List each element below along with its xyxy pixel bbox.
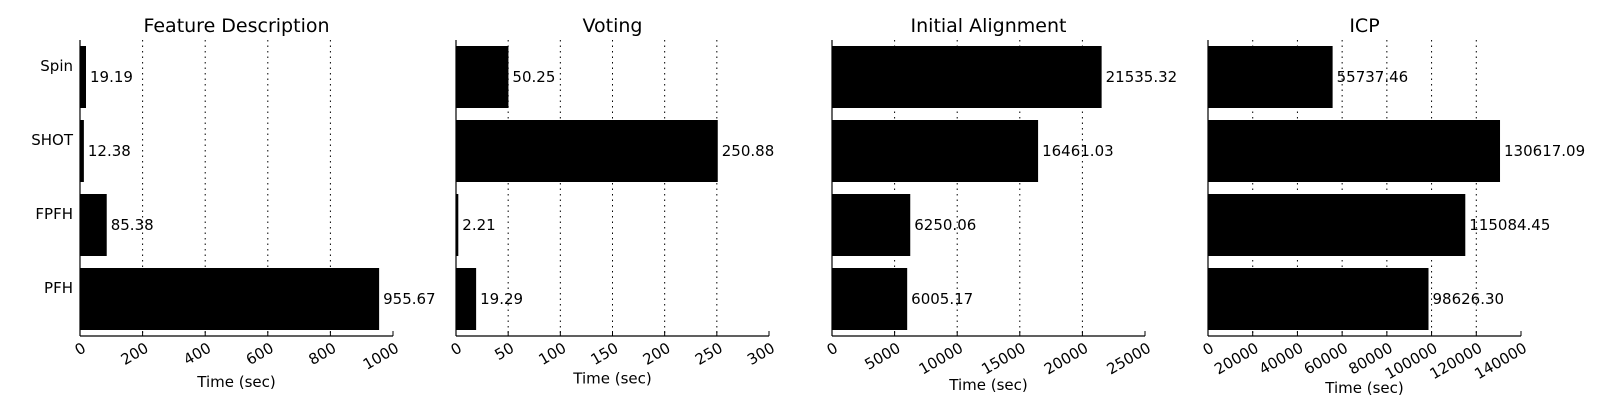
data-label: 6250.06 xyxy=(914,216,976,234)
bar-pfh xyxy=(80,268,380,330)
x-tick-label: 400 xyxy=(180,339,214,369)
x-tick-label: 50 xyxy=(492,339,518,364)
x-tick-label: 0 xyxy=(1200,339,1217,359)
data-label: 955.67 xyxy=(383,290,436,308)
chart-title: ICP xyxy=(1349,15,1379,37)
x-tick-label: 300 xyxy=(744,339,778,369)
data-label: 98626.30 xyxy=(1433,290,1505,308)
x-tick-label: 150 xyxy=(588,339,622,369)
data-label: 19.19 xyxy=(90,68,133,86)
x-tick-label: 40000 xyxy=(1256,339,1306,378)
bar-spin xyxy=(80,46,87,108)
bar-fpfh xyxy=(456,194,459,256)
data-label: 19.29 xyxy=(480,290,523,308)
data-label: 85.38 xyxy=(111,216,154,234)
bar-pfh xyxy=(1208,268,1429,330)
x-tick-label: 10000 xyxy=(916,339,966,378)
data-label: 250.88 xyxy=(722,142,775,160)
chart-title: Initial Alignment xyxy=(911,15,1067,37)
bar-shot xyxy=(1208,120,1501,182)
x-tick-label: 20000 xyxy=(1211,339,1261,378)
chart-panel-3: ICP 55737.46 130617.09 115084.45 98626.30 020… xyxy=(1200,15,1585,397)
data-label: 115084.45 xyxy=(1469,216,1550,234)
category-label: Spin xyxy=(40,57,73,75)
bar-shot xyxy=(456,120,718,182)
x-tick-label: 200 xyxy=(640,339,674,369)
bar-spin xyxy=(1208,46,1333,108)
x-tick-label: 600 xyxy=(243,339,277,369)
x-tick-label: 0 xyxy=(448,339,465,359)
data-label: 2.21 xyxy=(462,216,495,234)
x-tick-label: 60000 xyxy=(1301,339,1351,378)
chart-title: Voting xyxy=(583,15,643,37)
x-tick-label: 0 xyxy=(72,339,89,359)
data-label: 130617.09 xyxy=(1504,142,1585,160)
x-tick-label: 140000 xyxy=(1471,339,1530,383)
bar-fpfh xyxy=(832,194,911,256)
x-axis-label: Time (sec) xyxy=(196,373,275,391)
x-tick-label: 100 xyxy=(535,339,569,369)
chart-panel-1: Voting 50.25 250.88 2.21 19.29 0 50 100 150 200 25… xyxy=(448,15,778,388)
x-tick-label: 5000 xyxy=(861,339,903,374)
data-label: 55737.46 xyxy=(1337,68,1409,86)
x-axis-label: Time (sec) xyxy=(948,376,1027,394)
bar-spin xyxy=(832,46,1102,108)
bar-shot xyxy=(832,120,1039,182)
bar-fpfh xyxy=(1208,194,1466,256)
chart-panel-0: Feature Description 19.19 Spin 12.38 SHOT 85.… xyxy=(31,15,435,391)
data-label: 12.38 xyxy=(88,142,131,160)
category-label: FPFH xyxy=(35,205,73,223)
bar-fpfh xyxy=(80,194,107,256)
x-tick-label: 800 xyxy=(306,339,340,369)
category-label: SHOT xyxy=(31,131,74,149)
bar-pfh xyxy=(456,268,477,330)
x-axis-label: Time (sec) xyxy=(572,370,651,388)
x-axis-label: Time (sec) xyxy=(1324,379,1403,397)
x-tick-label: 15000 xyxy=(978,339,1028,378)
data-label: 21535.32 xyxy=(1106,68,1178,86)
x-tick-label: 200 xyxy=(118,339,152,369)
bar-pfh xyxy=(832,268,908,330)
x-tick-label: 1000 xyxy=(360,339,402,374)
category-label: PFH xyxy=(44,279,73,297)
bar-shot xyxy=(80,120,84,182)
chart-title: Feature Description xyxy=(143,15,329,37)
x-tick-label: 20000 xyxy=(1041,339,1091,378)
x-tick-label: 0 xyxy=(824,339,841,359)
data-label: 16461.03 xyxy=(1042,142,1114,160)
x-tick-label: 250 xyxy=(692,339,726,369)
bar-spin xyxy=(456,46,509,108)
data-label: 6005.17 xyxy=(911,290,973,308)
data-label: 50.25 xyxy=(512,68,555,86)
chart-panel-2: Initial Alignment 21535.32 16461.03 6250.06… xyxy=(824,15,1178,394)
x-tick-label: 25000 xyxy=(1104,339,1154,378)
